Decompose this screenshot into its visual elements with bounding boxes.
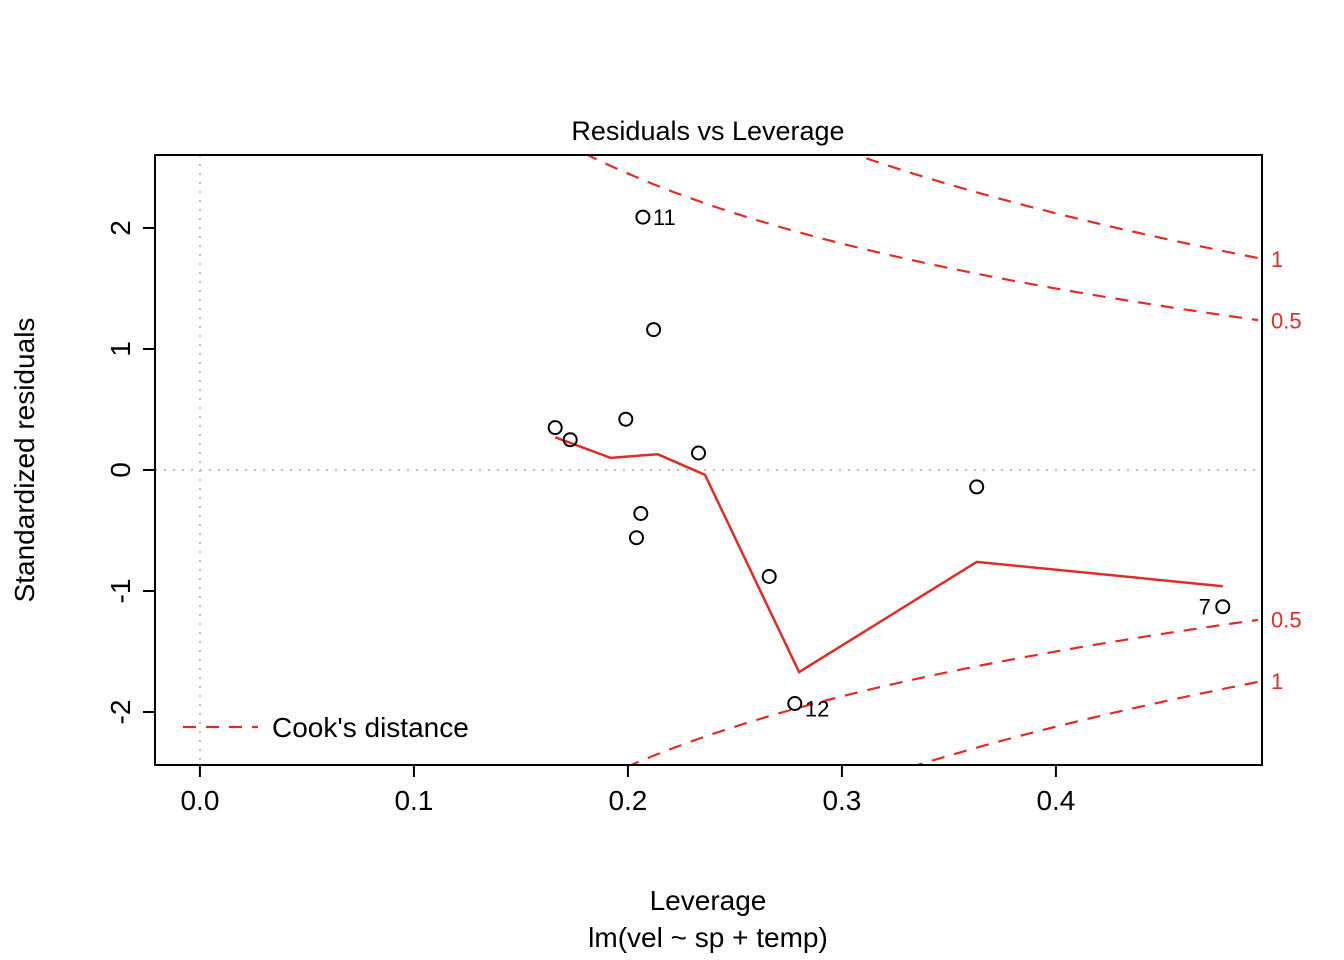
x-tick-label: 0.3 (822, 785, 861, 816)
data-point (618, 411, 634, 427)
y-tick-label: 0 (105, 462, 136, 478)
cooks-contour-label-1-lower: 1 (1271, 669, 1283, 694)
data-point (547, 420, 563, 436)
x-tick-label: 0.1 (394, 785, 433, 816)
legend-label: Cook's distance (272, 712, 469, 743)
data-point-11 (635, 209, 651, 225)
data-point (691, 445, 706, 461)
data-point (761, 569, 777, 584)
y-tick-label: 1 (105, 341, 136, 357)
model-formula-sublabel: lm(vel ~ sp + temp) (588, 922, 828, 953)
plot-border (154, 154, 1263, 766)
data-point (646, 322, 662, 338)
x-tick-label: 0.2 (608, 785, 647, 816)
cooks-distance-contour-0.5-lower (628, 618, 1259, 765)
plot-title: Residuals vs Leverage (571, 116, 844, 146)
data-point (629, 530, 644, 546)
legend: Cook's distance (183, 712, 469, 743)
cooks-contour-label-0.5-lower: 0.5 (1271, 607, 1302, 632)
y-axis-label: Standardized residuals (9, 318, 40, 603)
smoothed-residual-line (554, 436, 1223, 674)
point-label-7: 7 (1199, 595, 1211, 620)
cooks-contour-label-0.5-upper: 0.5 (1271, 309, 1302, 334)
data-point (633, 506, 649, 521)
y-tick-label: 2 (105, 220, 136, 236)
data-point (969, 479, 985, 495)
y-tick-label: -2 (105, 700, 136, 725)
cooks-contour-label-1-upper: 1 (1271, 247, 1283, 272)
point-label-11: 11 (653, 205, 676, 230)
x-axis-label: Leverage (650, 885, 767, 916)
data-point-7 (1215, 599, 1231, 615)
data-point (562, 432, 578, 448)
point-label-12: 12 (805, 697, 829, 722)
x-tick-label: 0.0 (180, 785, 219, 816)
cooks-distance-contour-0.5-upper (585, 155, 1259, 322)
data-point-12 (787, 696, 803, 711)
x-tick-label: 0.4 (1036, 785, 1075, 816)
y-tick-label: -1 (105, 579, 136, 604)
